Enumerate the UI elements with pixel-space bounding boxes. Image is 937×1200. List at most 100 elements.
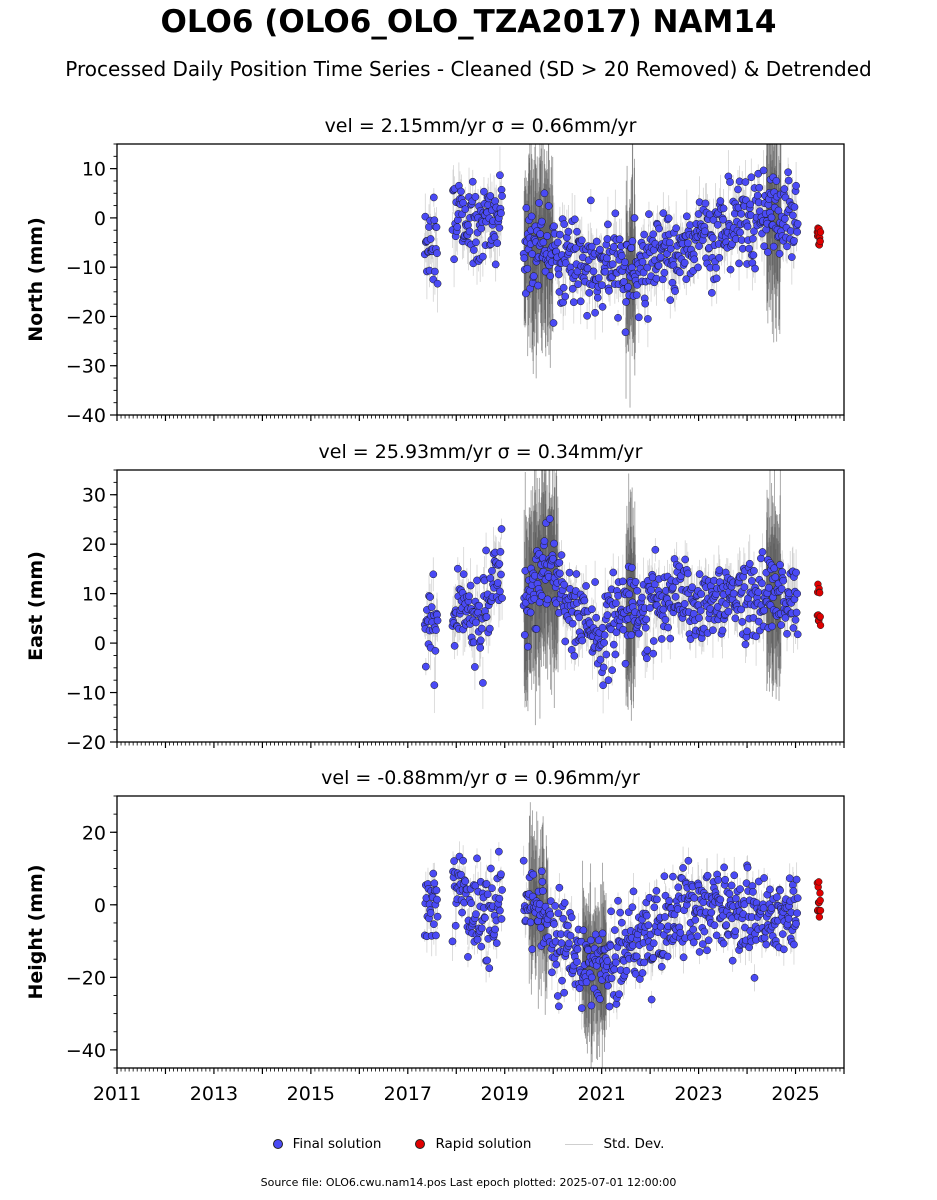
final-solution-point: [652, 274, 661, 283]
final-solution-point: [684, 569, 692, 578]
rapid-solution-point: [816, 613, 824, 621]
final-solution-point: [790, 236, 798, 245]
final-solution-point: [561, 259, 570, 267]
final-solution-point: [433, 249, 441, 258]
final-solution-point: [691, 916, 700, 924]
final-solution-point: [609, 243, 618, 251]
final-solution-point: [477, 224, 486, 233]
final-solution-point: [537, 867, 546, 876]
final-solution-point: [582, 978, 591, 987]
final-solution-point: [774, 206, 783, 215]
final-solution-point: [598, 929, 607, 938]
y-axis-label: North (mm): [25, 217, 47, 342]
final-solution-point: [491, 925, 499, 934]
y-tick-label: −10: [66, 683, 106, 705]
final-solution-point: [787, 253, 796, 261]
final-solution-point: [481, 913, 489, 922]
final-solution-marker-icon: [272, 1139, 283, 1149]
final-solution-point: [781, 214, 789, 223]
final-solution-point: [539, 238, 548, 247]
final-solution-point: [628, 903, 637, 912]
final-solution-point: [486, 192, 495, 200]
final-solution-point: [560, 898, 569, 907]
final-solution-point: [545, 514, 554, 523]
final-solution-point: [661, 913, 669, 921]
final-solution-point: [459, 856, 467, 865]
final-solution-point: [557, 551, 566, 559]
final-solution-point: [601, 267, 610, 276]
final-solution-point: [709, 234, 717, 242]
final-solution-point: [572, 570, 581, 578]
final-solution-point: [703, 946, 711, 955]
final-solution-point: [790, 203, 799, 211]
final-solution-point: [457, 870, 465, 879]
final-solution-point: [572, 244, 580, 252]
final-solution-point: [611, 209, 620, 218]
final-solution-point: [625, 590, 634, 599]
final-solution-point: [735, 259, 743, 268]
final-solution-point: [432, 626, 440, 634]
final-solution-point: [430, 216, 439, 225]
panel-title: vel = 25.93mm/yr σ = 0.34mm/yr: [319, 441, 643, 463]
final-solution-point: [765, 583, 773, 592]
y-tick-label: −20: [66, 306, 106, 328]
final-solution-point: [598, 281, 606, 289]
final-solution-point: [719, 939, 728, 948]
final-solution-point: [722, 921, 731, 929]
final-solution-point: [497, 525, 506, 533]
final-solution-point: [792, 181, 800, 190]
final-solution-point: [556, 569, 564, 578]
final-solution-point: [426, 909, 435, 917]
panel-title: vel = -0.88mm/yr σ = 0.96mm/yr: [321, 767, 640, 789]
final-solution-point: [689, 938, 698, 947]
final-solution-point: [743, 627, 751, 636]
final-solution-point: [606, 942, 615, 950]
final-solution-point: [661, 615, 670, 624]
final-solution-point: [554, 270, 563, 279]
final-solution-point: [493, 239, 502, 248]
final-solution-point: [760, 874, 768, 882]
final-solution-point: [793, 219, 802, 228]
final-solution-point: [703, 871, 712, 880]
final-solution-point: [477, 942, 486, 951]
final-solution-point: [675, 562, 684, 571]
final-solution-point: [690, 255, 699, 264]
final-solution-point: [558, 976, 566, 985]
final-solution-point: [552, 599, 561, 608]
final-solution-point: [712, 263, 720, 272]
rapid-solution-point: [816, 896, 824, 905]
final-solution-point: [527, 212, 536, 221]
final-solution-point: [534, 281, 542, 290]
final-solution-point: [790, 940, 798, 949]
data-layer: [420, 144, 825, 408]
final-solution-point: [471, 192, 480, 201]
final-solution-point: [792, 568, 800, 577]
final-solution-point: [605, 286, 613, 295]
final-solution-point: [488, 884, 496, 893]
final-solution-point: [584, 946, 593, 954]
final-solution-point: [495, 560, 504, 568]
final-solution-point: [591, 578, 599, 586]
final-solution-point: [769, 242, 778, 251]
final-solution-point: [754, 877, 763, 886]
final-solution-point: [426, 593, 434, 601]
final-solution-point: [469, 246, 478, 254]
final-solution-point: [791, 616, 800, 624]
final-solution-point: [574, 280, 582, 289]
final-solution-point: [643, 263, 652, 272]
final-solution-point: [688, 583, 696, 592]
final-solution-point: [634, 629, 643, 638]
final-solution-point: [793, 630, 802, 639]
final-solution-point: [520, 254, 529, 263]
final-solution-point: [760, 933, 769, 942]
final-solution-point: [789, 211, 797, 220]
final-solution-point: [627, 631, 636, 639]
final-solution-point: [465, 227, 474, 236]
final-solution-point: [432, 886, 441, 895]
final-solution-point: [660, 268, 669, 277]
final-solution-point: [712, 931, 721, 940]
final-solution-point: [614, 591, 622, 600]
final-solution-point: [695, 242, 703, 250]
final-solution-point: [488, 567, 496, 575]
final-solution-point: [612, 599, 620, 608]
